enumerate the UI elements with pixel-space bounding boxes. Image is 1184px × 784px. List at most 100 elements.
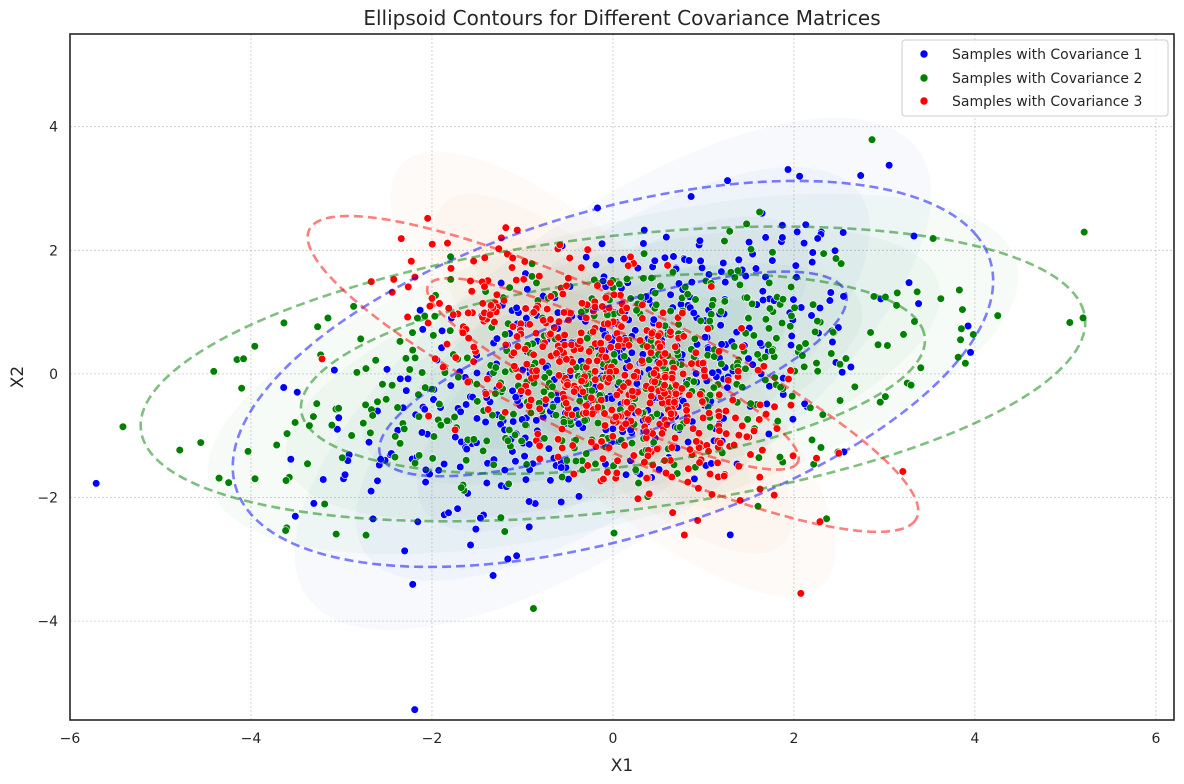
data-point <box>555 357 564 366</box>
data-point <box>670 433 680 443</box>
data-point <box>428 454 437 463</box>
data-point <box>349 302 358 311</box>
data-point <box>678 369 688 378</box>
data-point <box>414 412 423 421</box>
x-tick-label: 6 <box>1151 731 1160 747</box>
data-point <box>281 526 290 535</box>
data-point <box>466 540 475 550</box>
data-point <box>237 384 246 393</box>
data-point <box>755 207 764 217</box>
data-point <box>582 253 591 262</box>
data-point <box>749 331 758 340</box>
data-point <box>708 301 717 310</box>
data-point <box>801 339 810 348</box>
data-point <box>421 383 430 392</box>
data-point <box>838 368 847 377</box>
data-point <box>684 256 694 265</box>
data-point <box>737 324 746 333</box>
data-point <box>591 375 600 384</box>
data-point <box>517 386 526 395</box>
data-point <box>224 478 233 487</box>
data-point <box>559 308 569 317</box>
data-point <box>634 407 643 416</box>
data-point <box>622 398 631 407</box>
data-point <box>759 362 768 371</box>
data-point <box>639 249 649 258</box>
data-point <box>92 479 101 488</box>
data-point <box>777 318 787 328</box>
data-point <box>417 368 427 377</box>
data-point <box>500 527 509 536</box>
data-point <box>462 456 471 465</box>
data-point <box>440 459 449 469</box>
data-point <box>446 264 456 273</box>
data-point <box>554 371 564 380</box>
data-point <box>613 456 622 465</box>
data-point <box>388 381 397 390</box>
data-point <box>684 464 693 473</box>
data-point <box>511 393 520 402</box>
data-point <box>568 441 577 450</box>
data-point <box>529 350 538 359</box>
ellipse-contour <box>139 225 1087 523</box>
data-point <box>501 223 510 232</box>
data-point <box>691 348 700 357</box>
data-point <box>566 366 575 375</box>
data-point <box>666 409 676 418</box>
data-point <box>629 451 638 460</box>
data-point <box>813 367 822 376</box>
data-point <box>443 239 452 248</box>
data-point <box>577 376 586 386</box>
data-point <box>609 528 619 538</box>
data-point <box>546 476 555 485</box>
legend: Samples with Covariance 1 Samples with C… <box>901 39 1169 117</box>
data-point <box>519 275 528 284</box>
data-point <box>196 438 205 447</box>
data-point <box>491 363 500 372</box>
data-point <box>356 334 365 344</box>
data-point <box>523 388 533 397</box>
data-point <box>366 428 375 437</box>
data-point <box>734 431 743 440</box>
data-point <box>720 471 729 481</box>
ellipse-contours <box>139 179 1087 569</box>
data-point <box>512 551 521 560</box>
data-point <box>627 348 636 357</box>
data-point <box>696 390 705 399</box>
data-point <box>535 271 544 281</box>
data-point <box>366 487 376 496</box>
data-point <box>800 362 809 371</box>
data-point <box>591 260 601 270</box>
data-point <box>741 364 750 373</box>
data-point <box>768 256 777 265</box>
data-point <box>705 316 714 326</box>
data-point <box>490 317 499 327</box>
data-point <box>726 530 735 539</box>
data-point <box>742 293 752 302</box>
data-point <box>783 165 793 174</box>
data-point <box>958 305 967 314</box>
data-point <box>583 245 592 254</box>
data-point <box>707 282 716 291</box>
data-point <box>408 328 417 337</box>
data-point <box>661 373 670 382</box>
data-point <box>645 398 655 408</box>
data-point <box>800 399 809 408</box>
data-point <box>813 234 822 243</box>
data-point <box>655 359 664 368</box>
data-point <box>323 313 333 323</box>
data-point <box>622 303 631 313</box>
data-point <box>615 335 624 344</box>
data-point <box>666 306 675 316</box>
data-point <box>464 308 473 318</box>
data-point <box>563 380 572 390</box>
data-point <box>397 234 406 243</box>
data-point <box>486 310 495 319</box>
data-point <box>540 434 549 443</box>
data-point <box>587 393 596 402</box>
data-point <box>405 365 414 374</box>
data-point <box>505 425 514 435</box>
data-point <box>612 390 621 400</box>
data-point <box>489 571 498 580</box>
